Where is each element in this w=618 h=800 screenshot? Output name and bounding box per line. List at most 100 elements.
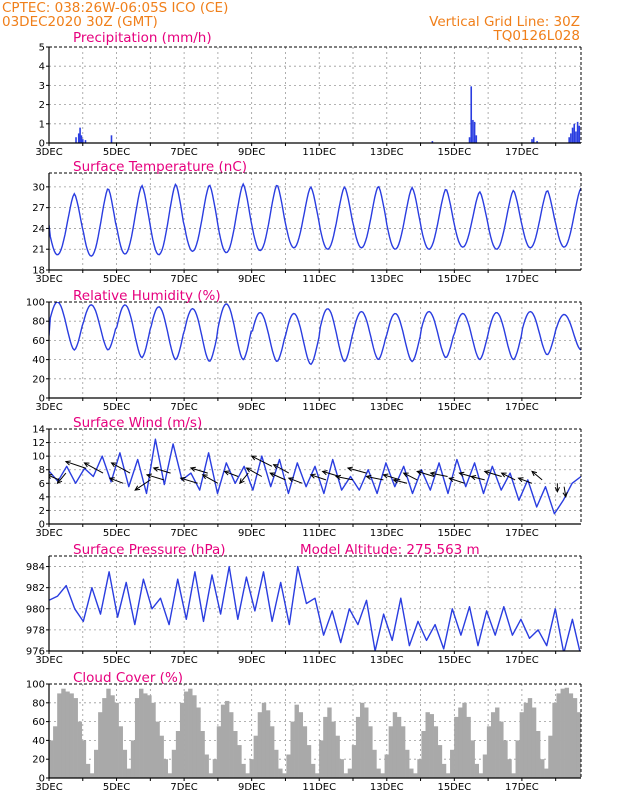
precip-series — [75, 86, 581, 143]
cloud-bar — [294, 704, 299, 778]
cloud-bar — [122, 749, 128, 778]
cloud-bar — [53, 726, 58, 778]
wind-ytick-label: 10 — [32, 452, 45, 463]
wind-arrow-head — [392, 478, 399, 484]
cloud-bar — [216, 726, 222, 778]
cloud-bar — [102, 698, 107, 778]
cloud-bar — [323, 716, 328, 778]
temp-series — [49, 182, 581, 257]
header-date: 03DEC2020 30Z (GMT) — [2, 14, 158, 30]
wind-arrow-head — [64, 460, 71, 466]
wind-arrow — [336, 476, 354, 481]
cloud-bar — [57, 693, 62, 778]
precip-ytick-label: 5 — [39, 43, 45, 54]
cloud-bar — [355, 716, 361, 778]
wind-arrow-head — [287, 477, 294, 483]
cloud-bar — [523, 702, 529, 778]
cloud-bar — [347, 768, 353, 778]
wind-arrow — [270, 472, 286, 481]
cloud-bar — [167, 773, 173, 778]
wind-arrow — [366, 476, 384, 481]
cloud-bar — [433, 726, 439, 778]
cloud-bar — [155, 721, 160, 778]
rh-xtick-label: 9DEC — [238, 402, 265, 413]
cloud-bar — [106, 688, 111, 778]
pres-subtitle: Model Altitude: 275.563 m — [300, 542, 480, 558]
wind-arrow — [111, 462, 131, 474]
precip-xtick-label: 3DEC — [35, 147, 62, 158]
wind-arrow — [322, 470, 340, 477]
cloud-ytick-label: 80 — [32, 698, 45, 709]
wind-arrow-head — [269, 472, 276, 478]
rh-xtick-label: 5DEC — [103, 402, 130, 413]
wind-arrow-head — [108, 477, 115, 483]
cloud-bar — [474, 763, 479, 778]
wind-xtick-label: 5DEC — [103, 528, 130, 539]
rh-xtick-label: 11DEC — [302, 402, 336, 413]
cloud-bar — [540, 759, 545, 778]
wind-arrow-head — [83, 462, 90, 468]
cloud-ytick-label: 0 — [39, 774, 45, 785]
wind-arrow — [202, 474, 219, 484]
cloud-bar — [274, 749, 279, 778]
cloud-bar — [445, 773, 451, 778]
cloud-bar — [114, 702, 119, 778]
cloud-bar — [462, 702, 467, 778]
cloud-bar — [73, 698, 78, 778]
cloud-bar — [368, 726, 373, 778]
header-grid-note: Vertical Grid Line: 30Z — [429, 14, 580, 30]
cloud-bar — [396, 716, 402, 778]
rh-series — [49, 302, 581, 366]
wind-arrow — [84, 462, 104, 474]
pres-ytick-label: 984 — [26, 562, 45, 573]
temp-xtick-label: 13DEC — [370, 274, 404, 285]
wind-xtick-label: 9DEC — [238, 528, 265, 539]
wind-arrow — [471, 476, 485, 481]
pres-xtick-label: 11DEC — [302, 655, 336, 666]
cloud-bar — [249, 759, 254, 778]
cloud-bar — [360, 702, 365, 778]
wind-arrow — [57, 472, 67, 484]
panel-rh: Relative Humidity (%) 0 20 40 60 80 100 3DEC 5DE… — [26, 288, 582, 413]
precip-xtick-label: 13DEC — [370, 147, 404, 158]
rh-ytick-label: 60 — [32, 336, 45, 347]
wind-arrow-head — [189, 466, 196, 472]
wind-ytick-label: 6 — [39, 479, 45, 490]
wind-arrow — [347, 467, 367, 474]
wind-arrow — [190, 467, 208, 474]
precip-xtick-label: 17DEC — [505, 147, 539, 158]
precip-ytick-label: 1 — [39, 119, 45, 130]
cloud-bar — [327, 707, 332, 778]
cloud-title: Cloud Cover (%) — [73, 670, 183, 686]
cloud-bar — [163, 759, 168, 778]
temp-xtick-label: 17DEC — [505, 274, 539, 285]
temp-ytick-label: 27 — [32, 203, 45, 214]
cloud-bar — [298, 712, 304, 778]
cloud-bar — [139, 688, 144, 778]
cloud-bar — [241, 763, 246, 778]
precip-ytick-label: 0 — [39, 139, 45, 150]
cloud-bar — [413, 773, 418, 778]
cloud-bar — [69, 693, 74, 778]
wind-arrow — [239, 472, 249, 484]
wind-series — [49, 438, 581, 515]
wind-arrow — [417, 470, 435, 477]
temp-xtick-label: 5DEC — [103, 274, 130, 285]
cloud-xtick-label: 15DEC — [437, 782, 471, 793]
cloud-bar — [568, 693, 574, 778]
cloud-bar — [269, 726, 275, 778]
wind-line — [49, 438, 581, 515]
wind-arrow-head — [500, 472, 507, 478]
cloud-bar — [499, 721, 504, 778]
cloud-bar — [171, 749, 177, 778]
header-code: TQ0126L028 — [492, 28, 580, 44]
wind-arrow — [531, 471, 543, 481]
wind-arrow-head — [402, 472, 409, 478]
cloud-bar — [278, 768, 283, 778]
cloud-bar — [134, 698, 140, 778]
wind-title: Surface Wind (m/s) — [73, 415, 202, 431]
cloud-bar — [482, 754, 488, 778]
temp-xtick-label: 11DEC — [302, 274, 336, 285]
wind-arrow — [310, 474, 327, 481]
wind-arrow-head — [179, 476, 186, 482]
